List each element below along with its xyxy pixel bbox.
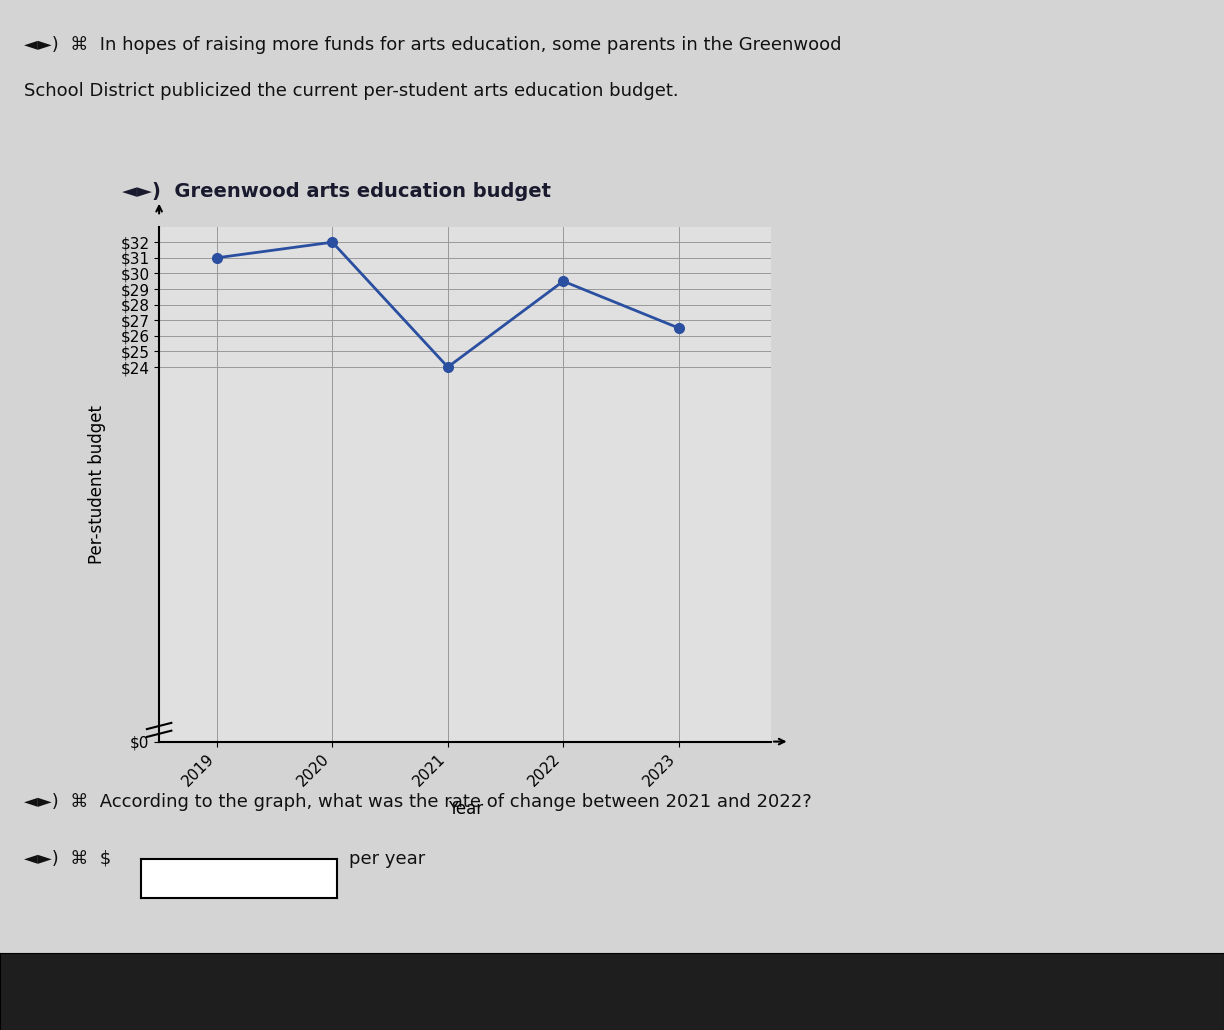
Text: per year: per year — [349, 850, 425, 867]
Text: ◄►)  ⌘  According to the graph, what was the rate of change between 2021 and 202: ◄►) ⌘ According to the graph, what was t… — [24, 793, 813, 811]
Text: ◄►)  ⌘  $: ◄►) ⌘ $ — [24, 850, 111, 867]
Y-axis label: Per-student budget: Per-student budget — [88, 405, 106, 563]
Text: School District publicized the current per-student arts education budget.: School District publicized the current p… — [24, 82, 679, 100]
Text: ◄►)  ⌘  In hopes of raising more funds for arts education, some parents in the G: ◄►) ⌘ In hopes of raising more funds for… — [24, 36, 842, 54]
Text: ◄►)  Greenwood arts education budget: ◄►) Greenwood arts education budget — [122, 182, 551, 201]
X-axis label: Year: Year — [448, 800, 482, 819]
